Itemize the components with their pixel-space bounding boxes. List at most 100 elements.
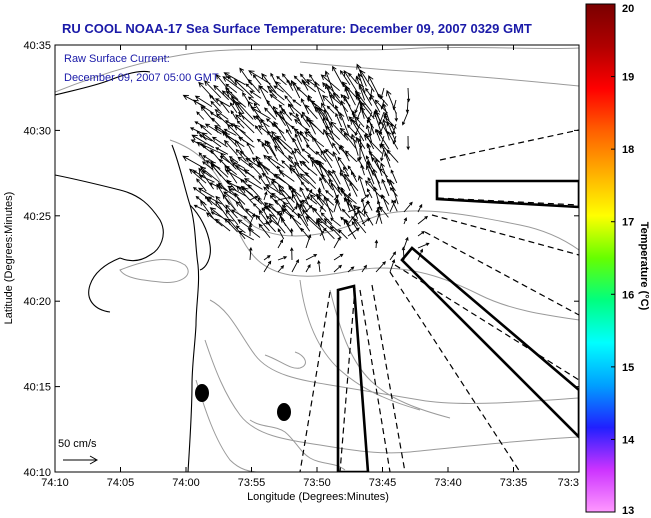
colorbar-tick-label: 14 (622, 434, 635, 446)
y-tick-label: 40:35 (23, 40, 51, 52)
current-vector (328, 178, 343, 196)
x-tick-label: 74:10 (41, 477, 69, 489)
current-vector (382, 118, 390, 141)
current-vector (196, 178, 207, 192)
current-vector (237, 230, 255, 241)
current-vector (288, 185, 302, 198)
current-vector (213, 84, 230, 101)
station-marker[interactable] (277, 403, 291, 421)
current-vector (299, 173, 317, 190)
current-vector (291, 259, 299, 273)
current-vector (289, 227, 294, 237)
current-vector (248, 223, 253, 237)
colorbar-tick-label: 17 (622, 217, 634, 229)
current-vector (417, 215, 429, 225)
current-vector (192, 99, 214, 114)
current-vector (269, 93, 285, 106)
current-vector (367, 116, 375, 135)
current-vector (417, 230, 425, 237)
bathymetry-contour (119, 259, 189, 284)
scale-arrow-label: 50 cm/s (58, 438, 97, 450)
current-vector (235, 114, 255, 134)
current-vector (333, 199, 339, 213)
current-vector (347, 227, 361, 237)
current-vector (290, 79, 301, 99)
current-vector (318, 107, 334, 128)
current-vector (401, 111, 409, 126)
current-vector (211, 136, 228, 148)
current-vector (406, 87, 411, 103)
current-vector (246, 141, 254, 155)
current-vector (269, 213, 286, 234)
current-vector (300, 148, 311, 156)
current-vector (261, 72, 277, 94)
current-vector (277, 195, 292, 201)
colorbar: 20 19 18 17 16 15 14 13 Temperature (°C) (585, 3, 650, 517)
current-vector (333, 253, 344, 261)
colorbar-ticks: 20 19 18 17 16 15 14 13 (611, 3, 635, 517)
current-vector (347, 165, 357, 178)
current-vector (263, 255, 271, 261)
map-plot-area[interactable]: 50 cm/s Raw Surface Current: December 09… (54, 44, 580, 473)
current-vector (228, 156, 239, 163)
current-vector (356, 63, 367, 87)
current-vector (196, 111, 205, 120)
current-vector (264, 139, 279, 162)
current-vector (351, 170, 358, 183)
colorbar-scale (585, 3, 616, 513)
current-vector (333, 236, 341, 249)
current-vector (270, 72, 278, 86)
current-vector (343, 173, 359, 192)
current-vector (235, 148, 247, 162)
current-vector (347, 192, 351, 201)
current-vector (296, 86, 310, 99)
current-vector (380, 147, 385, 162)
current-vector (267, 130, 278, 148)
current-note-line1: Raw Surface Current: (64, 53, 170, 65)
region-box-east (435, 179, 579, 209)
current-vector (417, 203, 423, 213)
current-vector (240, 178, 253, 191)
current-vector (368, 150, 381, 163)
current-vector (343, 218, 357, 240)
current-vector (275, 81, 293, 99)
colorbar-tick-label: 16 (622, 289, 634, 301)
current-vector (225, 209, 239, 226)
current-vector (265, 118, 278, 128)
current-vector (252, 203, 263, 213)
current-vector (333, 264, 343, 273)
current-vector (386, 89, 397, 115)
radial-guide-line (359, 289, 391, 472)
station-marker[interactable] (195, 384, 209, 402)
current-vector (229, 159, 246, 169)
current-vector (277, 265, 285, 273)
current-vector (375, 206, 380, 213)
current-vector (222, 194, 236, 211)
current-vector (403, 217, 408, 225)
colorbar-tick-label: 19 (622, 72, 634, 84)
current-vector (289, 213, 303, 232)
current-vector (417, 248, 424, 261)
current-vector (379, 167, 389, 178)
current-vector (247, 184, 261, 199)
current-vector (235, 225, 246, 234)
current-vector (205, 212, 223, 227)
current-vector (234, 192, 245, 210)
current-vector (195, 195, 207, 206)
region-box-channel (336, 284, 370, 472)
current-vector (340, 144, 350, 162)
current-vector (257, 197, 271, 212)
current-vector (361, 194, 370, 201)
current-vector (300, 227, 311, 240)
current-vector (367, 177, 375, 189)
current-vector (335, 112, 343, 128)
current-vector (194, 121, 207, 128)
current-vector (336, 186, 357, 205)
current-vector (292, 99, 302, 107)
radial-guide-line (371, 284, 406, 472)
current-vector (253, 102, 262, 113)
bathymetry-contour (299, 279, 421, 411)
x-tick-label: 73:45 (369, 477, 397, 489)
current-vector (258, 223, 271, 238)
